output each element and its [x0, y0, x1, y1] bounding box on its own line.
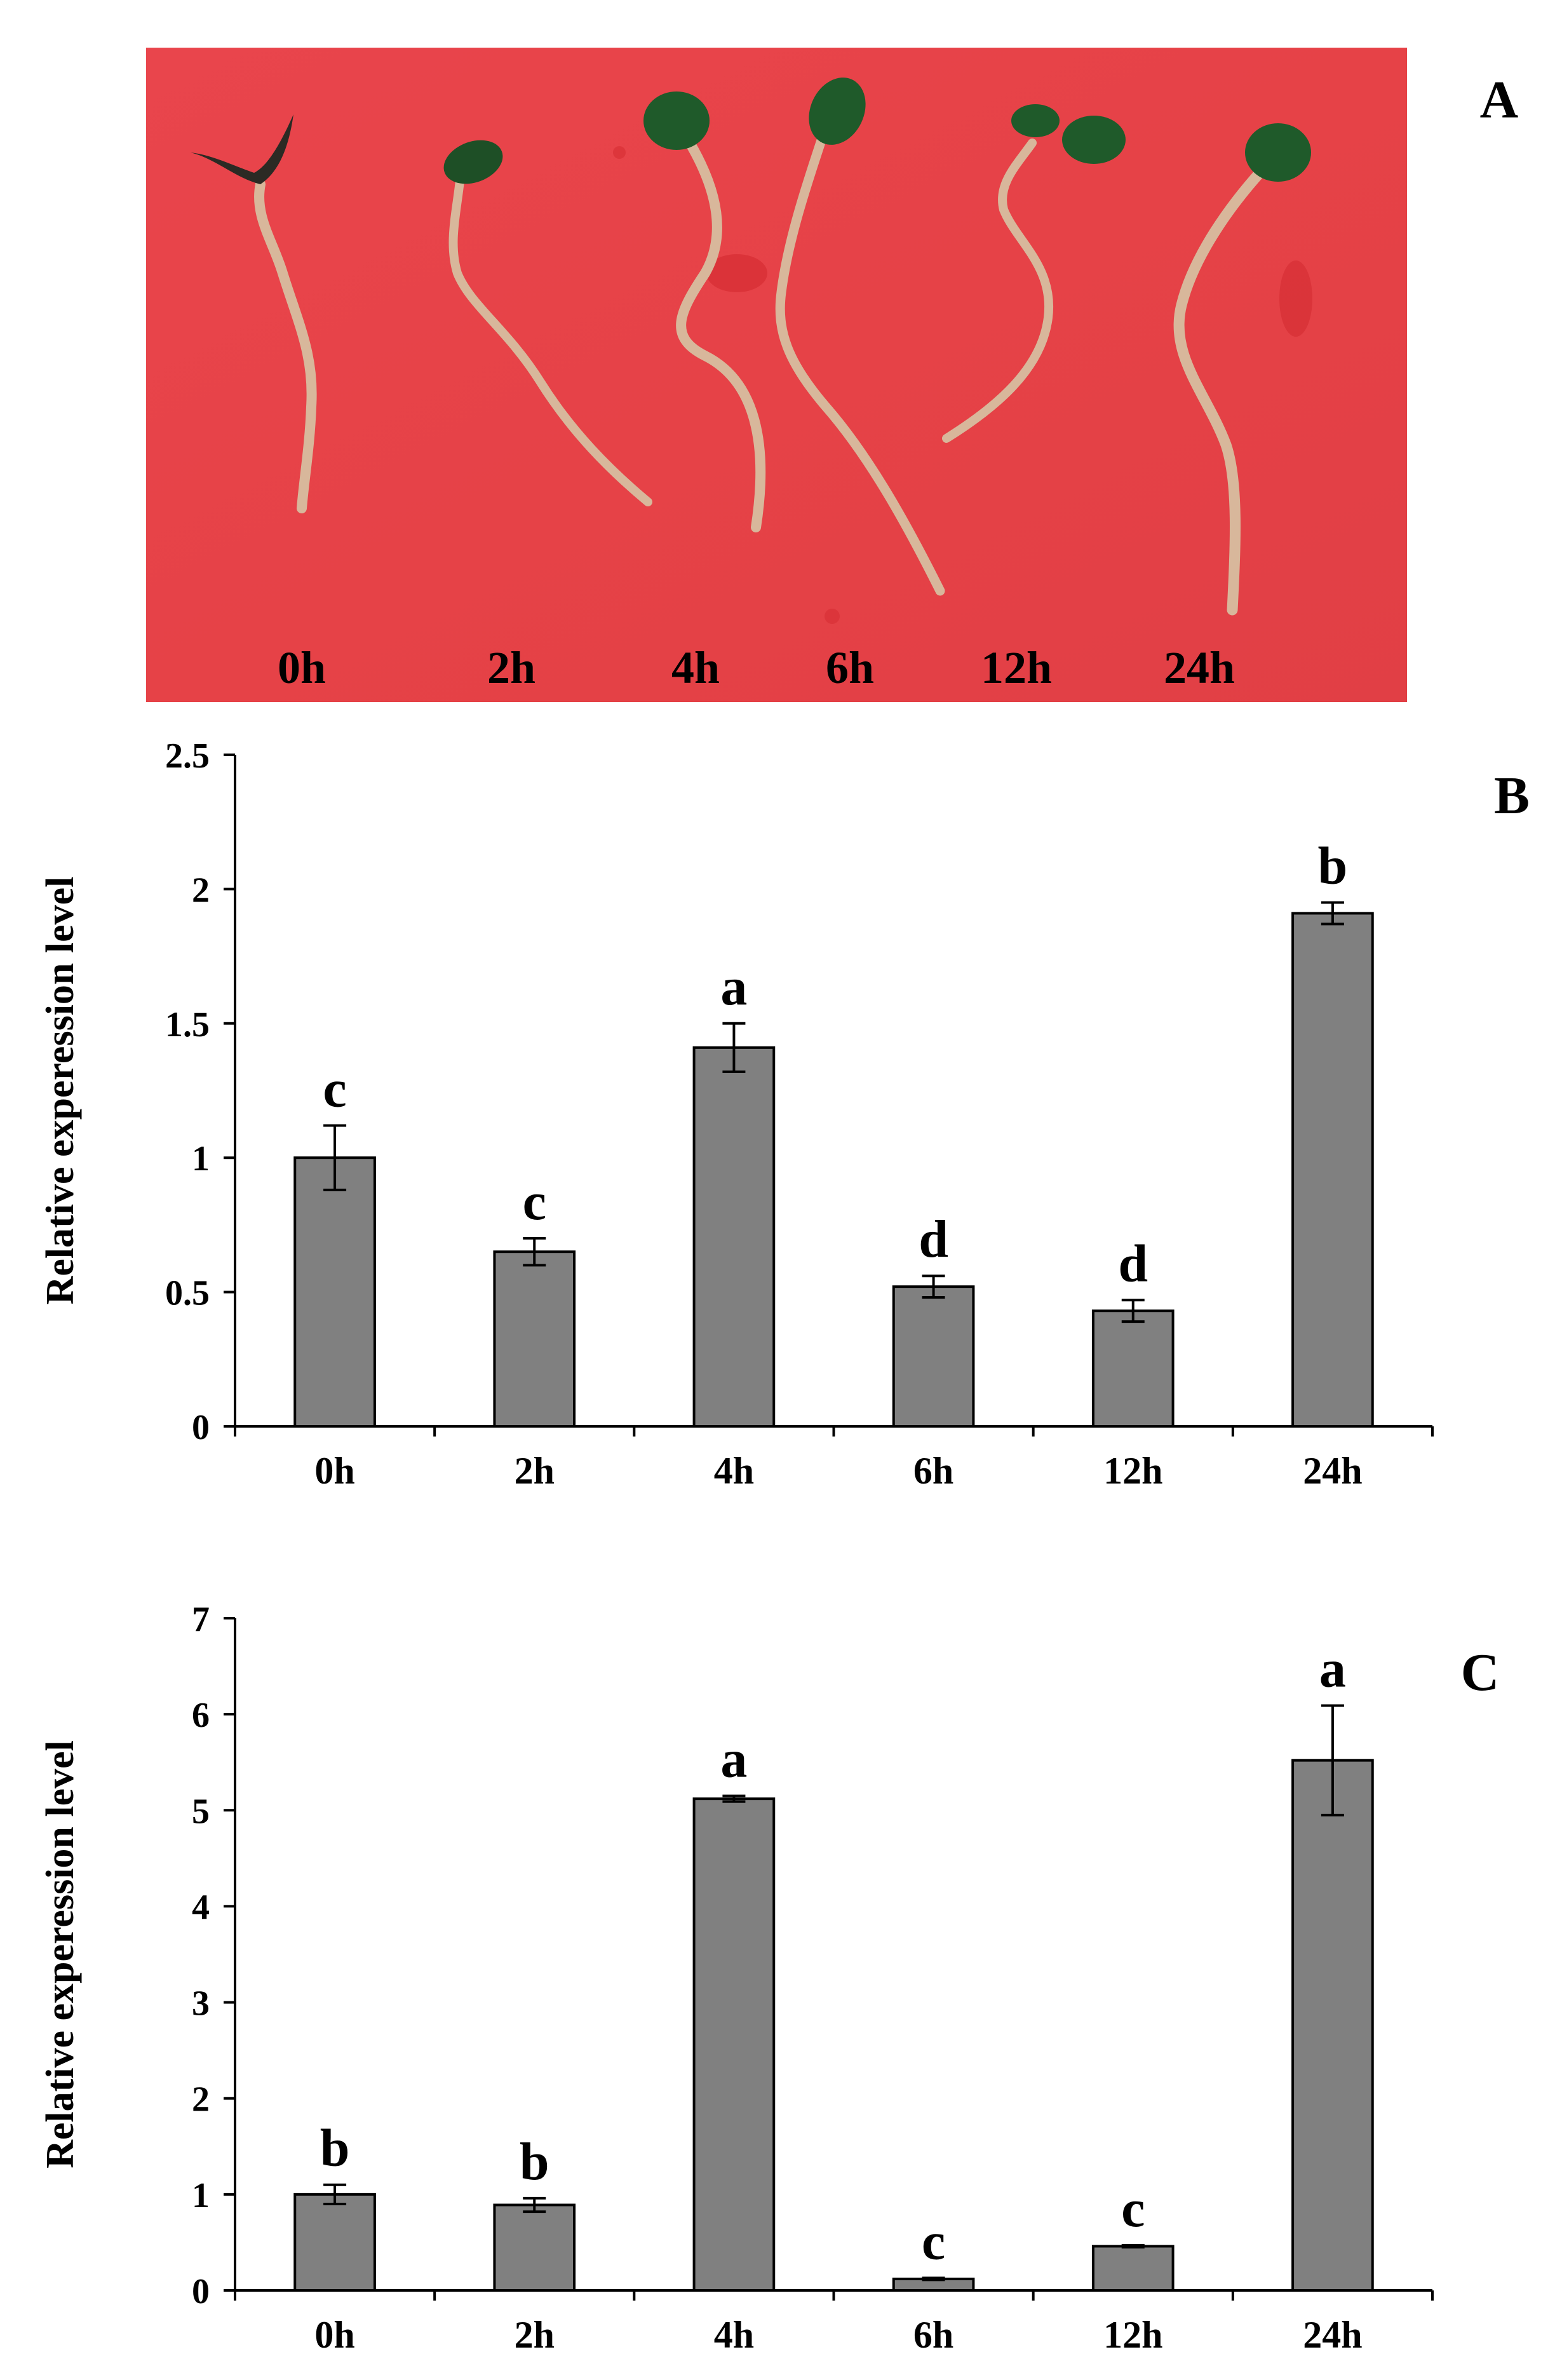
y-tick-label: 2	[192, 2080, 210, 2120]
photo-time-label: 24h	[1164, 642, 1235, 693]
photo-time-label: 4h	[671, 642, 720, 693]
chart-c: 0 1 2 3 4 5 6 7 Relative experession level b 0h b 2h…	[39, 1600, 1499, 2356]
seedling-cotyledon	[443, 140, 503, 184]
significance-letter: a	[1319, 1640, 1346, 1699]
y-tick-label: 1	[192, 2176, 210, 2215]
x-tick-label: 0h	[314, 1450, 354, 1492]
significance-letter: a	[720, 1730, 747, 1789]
y-axis-title: Relative experession level	[39, 877, 82, 1305]
seedling-photo-panel: 0h 2h 4h 6h 12h 24h	[146, 48, 1407, 702]
photo-spot	[613, 146, 626, 159]
x-tick-label: 0h	[314, 2314, 354, 2356]
significance-letter: c	[523, 1172, 546, 1231]
seedling-0h	[191, 114, 317, 513]
significance-letter: b	[520, 2132, 549, 2191]
seedling-stem	[942, 139, 1054, 443]
x-tick-label: 24h	[1303, 2314, 1362, 2356]
seedling-cotyledon	[809, 78, 866, 145]
y-tick-label: 3	[192, 1984, 210, 2024]
y-axis-title: Relative experession level	[39, 1740, 82, 2168]
photo-time-labels: 0h 2h 4h 6h 12h 24h	[278, 642, 1235, 693]
x-tick-label: 6h	[913, 2314, 953, 2356]
significance-letter: d	[919, 1210, 948, 1269]
significance-letter: a	[720, 957, 747, 1017]
y-tick-label: 1	[192, 1139, 210, 1179]
panel-label-a: A	[1480, 71, 1519, 130]
bar	[1291, 912, 1374, 1428]
seedling-stem	[775, 132, 945, 596]
significance-letter: d	[1118, 1234, 1148, 1293]
bar	[692, 1797, 776, 2292]
photo-background	[146, 48, 1407, 702]
seedling-2h	[443, 140, 652, 506]
significance-letter: c	[323, 1059, 346, 1118]
photo-time-label: 12h	[981, 642, 1052, 693]
photo-time-label: 6h	[826, 642, 874, 693]
bar	[692, 1046, 776, 1428]
photo-spot	[825, 609, 840, 624]
photo-spot	[706, 254, 767, 292]
y-tick-label: 0	[192, 1408, 210, 1447]
y-tick-label: 4	[192, 1888, 210, 1927]
x-tick-label: 24h	[1303, 1450, 1362, 1492]
x-tick-label: 12h	[1103, 2314, 1162, 2356]
panel-label: B	[1494, 766, 1530, 825]
bar	[1291, 1759, 1374, 2292]
x-tick-label: 2h	[515, 2314, 555, 2356]
y-tick-label: 2	[192, 870, 210, 910]
y-tick-label: 1.5	[165, 1005, 210, 1045]
significance-letter: b	[320, 2119, 350, 2178]
seedling-24h	[1173, 123, 1311, 616]
photo-time-label: 0h	[278, 642, 326, 693]
seedling-12h	[942, 104, 1126, 443]
photo-spot	[1279, 260, 1312, 337]
significance-letter: c	[1121, 2179, 1145, 2238]
x-tick-label: 4h	[714, 1450, 754, 1492]
bar	[1091, 2245, 1175, 2292]
seedling-stem	[1173, 166, 1267, 616]
bar	[293, 1156, 376, 1428]
seedling-4h	[643, 91, 766, 532]
bar	[493, 1250, 576, 1428]
bar	[293, 2193, 376, 2292]
photo-time-label: 2h	[487, 642, 535, 693]
seedling-cotyledon	[1062, 116, 1126, 164]
y-tick-label: 5	[192, 1792, 210, 1831]
significance-letter: c	[922, 2212, 945, 2271]
significance-letter: b	[1318, 837, 1348, 896]
x-tick-label: 12h	[1103, 1450, 1162, 1492]
y-tick-label: 0	[192, 2272, 210, 2311]
x-tick-label: 4h	[714, 2314, 754, 2356]
bar	[1091, 1309, 1175, 1428]
seedling-stem	[676, 132, 766, 532]
seedling-cotyledon	[1245, 123, 1311, 182]
y-tick-label: 7	[192, 1600, 210, 1639]
seedling-6h	[775, 78, 945, 596]
seedling-stem	[254, 179, 317, 513]
bar	[493, 2203, 576, 2292]
seedling-cotyledon	[1011, 104, 1060, 137]
seedling-stem	[448, 170, 652, 506]
x-tick-label: 2h	[515, 1450, 555, 1492]
y-tick-label: 0.5	[165, 1274, 210, 1313]
y-tick-label: 6	[192, 1696, 210, 1735]
panel-label: C	[1461, 1643, 1500, 1702]
chart-b: 0 0.5 1 1.5 2 2.5 Relative experession level c 0…	[39, 736, 1530, 1492]
bar	[892, 1285, 975, 1428]
seedling-cotyledon	[643, 91, 710, 150]
seedling-cotyledon	[191, 114, 293, 184]
y-tick-label: 2.5	[165, 736, 210, 776]
x-tick-label: 6h	[913, 1450, 953, 1492]
